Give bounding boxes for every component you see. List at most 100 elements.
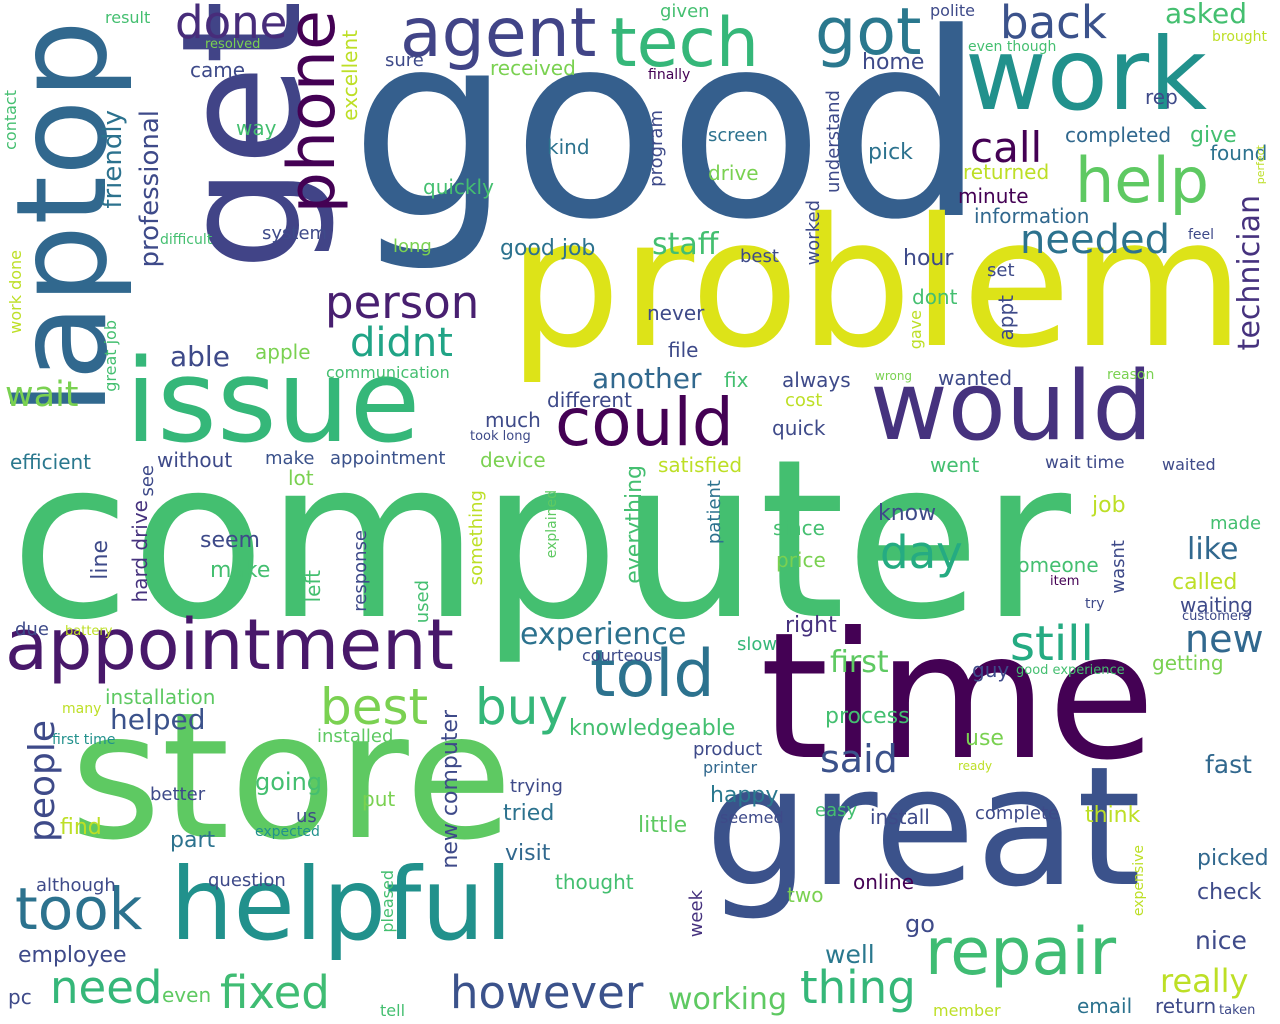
word-hard-drive: hard drive (128, 500, 152, 603)
word-seemed: seemed (720, 808, 784, 827)
word-wrong: wrong (875, 369, 913, 383)
word-visit: visit (505, 841, 551, 866)
word-easy: easy (815, 800, 858, 821)
word-took-long: took long (470, 429, 531, 444)
word-resolved: resolved (205, 37, 261, 52)
word-everything: everything (622, 465, 647, 584)
word-online: online (853, 870, 915, 894)
word-told: told (590, 637, 715, 712)
word-screen: screen (708, 125, 768, 146)
word-call: call (970, 123, 1043, 172)
word-home: home (862, 50, 925, 75)
word-found: found (1210, 141, 1268, 165)
word-right: right (785, 613, 837, 638)
word-expected: expected (255, 824, 320, 840)
word-device: device (480, 448, 546, 472)
word-apple: apple (255, 340, 311, 364)
word-satisfied: satisfied (658, 453, 743, 477)
word-worked: worked (803, 200, 824, 266)
word-needed: needed (1020, 217, 1170, 263)
word-without: without (157, 448, 233, 472)
word-line: line (88, 540, 113, 580)
word-helped: helped (110, 703, 206, 736)
word-phone: phone (275, 10, 350, 214)
word-member: member (933, 1001, 1001, 1020)
word-knowledgeable: knowledgeable (569, 716, 736, 741)
word-put: put (362, 787, 396, 811)
word-week: week (686, 890, 707, 938)
word-best: best (320, 678, 429, 736)
word-gave: gave (906, 310, 925, 350)
word-printer: printer (703, 758, 758, 777)
word-good-experience: good experience (1016, 663, 1125, 678)
word-taken: taken (1219, 1003, 1256, 1018)
word-expensive: expensive (1131, 845, 1147, 917)
word-better: better (150, 784, 206, 805)
word-new-computer: new computer (438, 710, 463, 869)
word-used: used (412, 580, 433, 624)
word-email: email (1077, 994, 1133, 1018)
word-dont: dont (912, 285, 958, 309)
word-helpful: helpful (170, 846, 513, 963)
word-tried: tried (503, 801, 555, 826)
word-waited: waited (1162, 455, 1216, 474)
word-due: due (15, 619, 49, 640)
word-process: process (825, 704, 910, 729)
word-lot: lot (288, 466, 314, 490)
word-pick: pick (868, 140, 913, 165)
word-friendly: friendly (98, 110, 128, 209)
word-received: received (490, 56, 576, 80)
word-make: make (265, 448, 315, 469)
word-fast: fast (1205, 750, 1252, 779)
word-feel: feel (1188, 227, 1215, 243)
word-file: file (668, 338, 699, 362)
word-left: left (301, 570, 325, 603)
word-two: two (787, 883, 824, 907)
word-first: first (830, 645, 889, 680)
word-price: price (776, 548, 826, 572)
word-program: program (646, 110, 667, 187)
word-work: work (965, 16, 1207, 133)
word-much: much (485, 408, 541, 432)
word-patient: patient (704, 480, 725, 545)
word-good-job: good job (500, 236, 596, 261)
word-great: great (705, 731, 1142, 923)
word-still: still (1010, 616, 1094, 672)
word-trying: trying (510, 776, 563, 797)
word-drive: drive (708, 161, 759, 185)
word-always: always (782, 368, 851, 392)
word-set: set (987, 260, 1015, 281)
word-try: try (1085, 596, 1105, 612)
word-fixed: fixed (220, 966, 330, 1019)
word-excellent: excellent (338, 30, 362, 121)
word-find: find (60, 815, 102, 840)
word-technician: technician (1232, 195, 1267, 351)
word-slow: slow (737, 634, 778, 655)
word-given: given (660, 1, 710, 22)
word-return: return (1155, 994, 1217, 1018)
word-said: said (820, 737, 898, 781)
word-someone: someone (1007, 553, 1099, 577)
word-picked: picked (1197, 846, 1269, 871)
word-agent: agent (400, 0, 597, 73)
word-done: done (175, 0, 288, 49)
word-great-job: great job (101, 320, 120, 392)
word-went: went (930, 453, 980, 477)
word-make: make (210, 558, 271, 583)
word-give: give (1190, 123, 1237, 148)
word-appointment: appointment (330, 448, 446, 469)
word-work-done: work done (6, 250, 25, 334)
word-going: going (255, 768, 323, 796)
word-need: need (50, 961, 163, 1014)
word-new: new (1185, 617, 1264, 661)
word-store: store (70, 676, 513, 879)
word-way: way (236, 116, 277, 140)
word-like: like (1187, 532, 1239, 567)
word-however: however (450, 966, 644, 1019)
word-could: could (555, 384, 734, 461)
word-response: response (350, 530, 371, 612)
word-job: job (1092, 493, 1126, 518)
word-another: another (592, 362, 702, 395)
word-different: different (547, 388, 632, 412)
word-see: see (137, 465, 158, 497)
